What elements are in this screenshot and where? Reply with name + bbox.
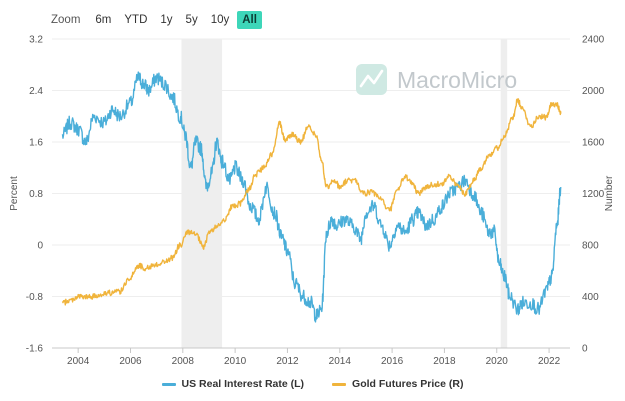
x-tick-label: 2022 xyxy=(538,356,561,367)
left-tick-label: 1.6 xyxy=(29,138,43,149)
right-axis: 2400 2000 1600 1200 800 400 0 xyxy=(582,35,605,355)
legend-label-gold: Gold Futures Price (R) xyxy=(352,378,463,390)
x-tick-label: 2016 xyxy=(381,356,404,367)
legend-swatch-gold xyxy=(332,383,346,386)
right-axis-title: Number xyxy=(604,175,615,211)
legend-item-gold[interactable]: Gold Futures Price (R) xyxy=(332,378,463,390)
x-tick-label: 2012 xyxy=(276,356,299,367)
legend-item-real-rate[interactable]: US Real Interest Rate (L) xyxy=(162,378,305,390)
right-tick-label: 1600 xyxy=(582,138,605,149)
legend-label-real-rate: US Real Interest Rate (L) xyxy=(182,378,305,390)
right-tick-label: 2400 xyxy=(582,35,605,46)
macromicro-logo-icon xyxy=(356,64,387,95)
right-tick-label: 2000 xyxy=(582,86,605,97)
right-tick-label: 1200 xyxy=(582,189,605,200)
left-tick-label: 0 xyxy=(37,241,43,252)
series-gold-line xyxy=(63,99,561,305)
left-tick-label: 3.2 xyxy=(29,35,43,46)
series-lines xyxy=(63,72,561,322)
watermark-text: MacroMicro xyxy=(397,67,517,93)
right-tick-label: 0 xyxy=(582,344,588,355)
left-tick-label: 2.4 xyxy=(29,86,43,97)
legend-swatch-real-rate xyxy=(162,383,176,386)
left-tick-label: -1.6 xyxy=(26,344,44,355)
x-tick-label: 2014 xyxy=(329,356,352,367)
x-tick-label: 2018 xyxy=(433,356,456,367)
legend: US Real Interest Rate (L) Gold Futures P… xyxy=(0,378,625,390)
left-axis-title: Percent xyxy=(9,176,20,211)
x-tick-label: 2020 xyxy=(486,356,509,367)
series-real-rate-line xyxy=(63,72,561,322)
left-axis: 3.2 2.4 1.6 0.8 0 -0.8 -1.6 xyxy=(26,35,44,355)
x-tick-label: 2008 xyxy=(172,356,195,367)
watermark: MacroMicro xyxy=(356,64,517,95)
left-tick-label: 0.8 xyxy=(29,189,43,200)
x-tick-label: 2006 xyxy=(119,356,142,367)
left-tick-label: -0.8 xyxy=(26,292,44,303)
right-tick-label: 400 xyxy=(582,292,599,303)
right-tick-label: 800 xyxy=(582,241,599,252)
x-tick-label: 2004 xyxy=(67,356,90,367)
x-tick-label: 2010 xyxy=(224,356,247,367)
x-axis: 2004 2006 2008 2010 2012 2014 2016 2018 2020 2022 xyxy=(67,348,561,367)
